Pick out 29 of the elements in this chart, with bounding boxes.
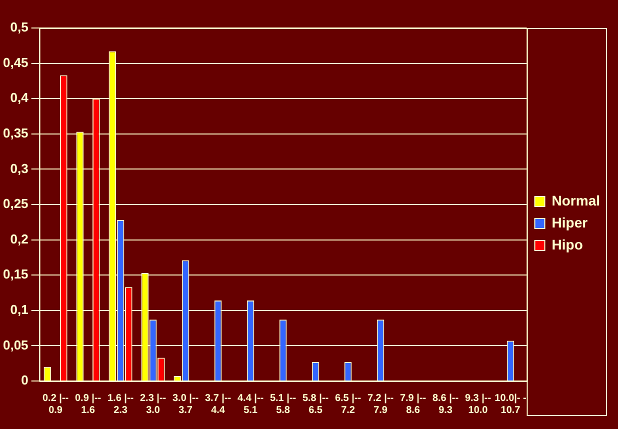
y-tick-label: 0,5: [10, 20, 28, 35]
x-tick-label: 3.7 |-- 4.4: [204, 392, 232, 416]
x-tick-label: 5.8 |-- 6.5: [302, 392, 329, 416]
x-tick-label: 8.6 |-- 9.3: [432, 392, 459, 416]
y-tick-label: 0,35: [2, 125, 28, 140]
x-tick-label: 10.0|- - 10.7: [494, 392, 526, 416]
y-tick-label: 0,15: [2, 266, 28, 282]
x-tick-label: 1.6 |-- 2.3: [107, 392, 134, 416]
x-tick-label: 2.3 |-- 3.0: [140, 392, 166, 416]
x-tick-label: 9.3 |-- 10.0: [464, 392, 492, 416]
x-tick-label: 7.9 |-- 8.6: [400, 392, 426, 416]
y-tick-label: 0,45: [2, 54, 28, 70]
x-tick-label: 7.2 |-- 7.9: [367, 392, 394, 416]
x-tick-label: 3.0 |-- 3.7: [172, 392, 199, 416]
y-tick-label: 0,4: [10, 90, 30, 106]
legend-label: Normal: [552, 192, 600, 208]
x-tick-label: 6.5 |-- 7.2: [334, 392, 362, 416]
legend-label: Hiper: [552, 214, 588, 230]
legend-label: Hipo: [552, 236, 583, 252]
y-tick-label: 0,3: [10, 160, 28, 176]
x-tick-label: 0.9 |-- 1.6: [74, 392, 102, 416]
y-tick-label: 0,25: [2, 196, 28, 212]
x-tick-label: 5.1 |-- 5.8: [270, 392, 296, 416]
x-tick-label: 4.4 |-- 5.1: [237, 392, 264, 416]
x-tick-label: 0.2 |-- 0.9: [42, 392, 69, 416]
y-tick-label: 0,05: [2, 337, 28, 352]
y-tick-label: 0: [21, 372, 28, 388]
y-tick-label: 0,2: [10, 231, 28, 246]
y-tick-label: 0,1: [10, 302, 28, 317]
